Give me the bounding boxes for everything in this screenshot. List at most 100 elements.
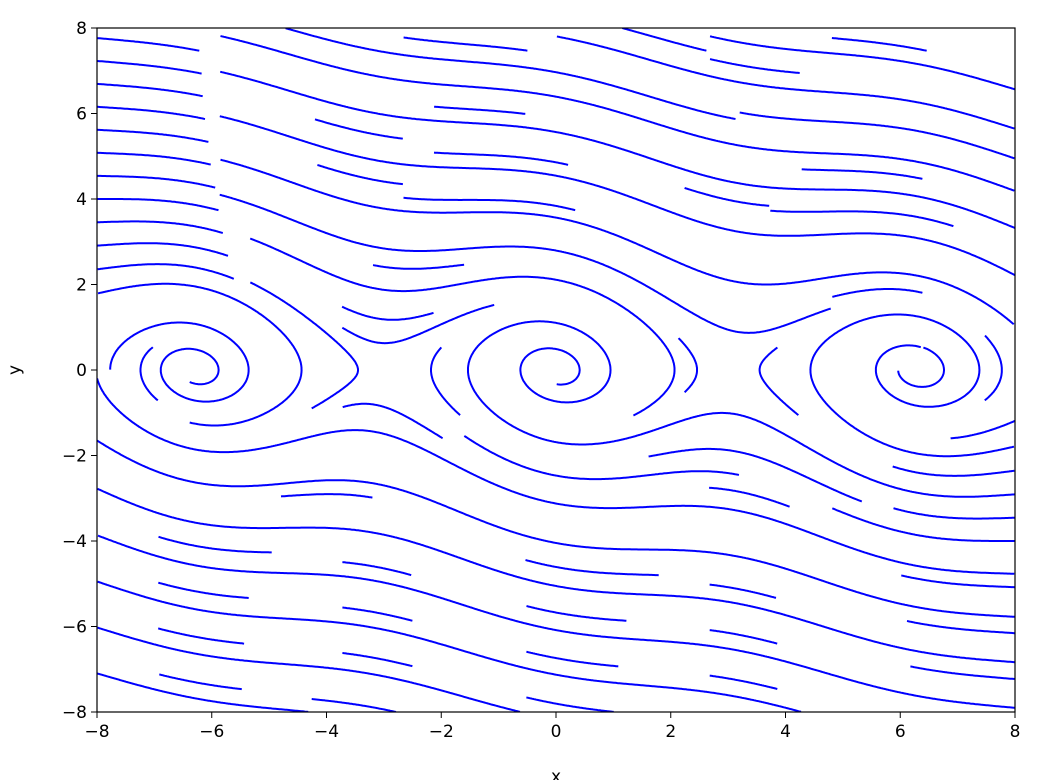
streamline bbox=[97, 242, 229, 257]
streamline bbox=[311, 698, 397, 712]
streamline bbox=[433, 151, 569, 166]
streamline bbox=[622, 28, 707, 52]
streamline bbox=[831, 37, 927, 52]
y-tick-label: 0 bbox=[76, 361, 87, 381]
streamline bbox=[709, 583, 777, 599]
streamline bbox=[317, 164, 404, 186]
streamline bbox=[97, 439, 1015, 618]
streamline bbox=[97, 82, 203, 98]
streamline bbox=[97, 580, 802, 712]
streamline bbox=[219, 193, 832, 334]
x-tick-label: −4 bbox=[314, 722, 339, 742]
streamline bbox=[901, 574, 1015, 589]
streamline bbox=[709, 486, 790, 508]
streamline bbox=[897, 346, 945, 388]
streamline bbox=[97, 60, 202, 75]
streamline bbox=[219, 115, 1015, 276]
streamline bbox=[220, 158, 1015, 326]
streamline bbox=[526, 605, 627, 622]
y-axis-label: y bbox=[5, 365, 25, 375]
x-tick-label: 0 bbox=[551, 722, 562, 742]
streamline bbox=[709, 58, 800, 74]
streamline bbox=[158, 535, 272, 554]
streamline bbox=[285, 28, 736, 120]
streamline bbox=[97, 282, 303, 427]
x-tick-label: 8 bbox=[1010, 722, 1021, 742]
streamline bbox=[434, 105, 526, 115]
streamline bbox=[709, 629, 778, 645]
streamline bbox=[372, 263, 465, 270]
y-tick-label: −8 bbox=[62, 703, 87, 723]
streamline bbox=[906, 620, 1015, 635]
streamline bbox=[220, 35, 1015, 192]
x-axis: −8 −6 −4 −2 0 2 4 6 8 bbox=[84, 712, 1020, 742]
streamline bbox=[950, 419, 1015, 440]
streamline bbox=[758, 346, 799, 416]
streamline bbox=[430, 346, 461, 416]
plot-frame bbox=[96, 27, 1016, 713]
y-tick-label: 8 bbox=[76, 19, 87, 39]
streamline bbox=[770, 209, 954, 228]
streamline bbox=[341, 304, 495, 345]
streamline bbox=[709, 674, 778, 690]
x-tick-label: 2 bbox=[665, 722, 676, 742]
streamline bbox=[97, 37, 200, 52]
y-tick-label: −6 bbox=[62, 618, 87, 638]
streamline bbox=[709, 35, 1015, 91]
streamline bbox=[220, 70, 1015, 229]
streamline bbox=[526, 696, 614, 712]
streamline bbox=[342, 652, 413, 668]
streamline bbox=[97, 378, 1015, 575]
streamline bbox=[910, 665, 1015, 680]
x-tick-label: −8 bbox=[84, 722, 109, 742]
y-tick-label: 6 bbox=[76, 105, 87, 125]
streamline bbox=[684, 186, 770, 207]
streamline bbox=[832, 288, 923, 298]
streamlines bbox=[97, 28, 1015, 712]
y-tick-label: 4 bbox=[76, 190, 87, 210]
streamline bbox=[984, 334, 1003, 402]
streamline bbox=[157, 627, 245, 645]
streamline bbox=[467, 320, 1015, 498]
streamline bbox=[159, 673, 242, 691]
streamline bbox=[280, 493, 373, 499]
streamline bbox=[97, 626, 521, 712]
streamline bbox=[139, 346, 159, 402]
streamline bbox=[556, 35, 1015, 130]
streamline bbox=[249, 281, 359, 410]
streamline bbox=[249, 237, 676, 417]
streamline bbox=[677, 337, 698, 393]
streamline bbox=[739, 111, 1015, 160]
streamline bbox=[97, 128, 209, 143]
streamline bbox=[97, 174, 216, 189]
streamline bbox=[97, 672, 309, 712]
x-tick-label: 4 bbox=[780, 722, 791, 742]
streamline bbox=[97, 151, 211, 166]
x-axis-label: x bbox=[551, 767, 561, 780]
streamline bbox=[109, 321, 250, 403]
streamline bbox=[526, 650, 619, 668]
streamline bbox=[97, 198, 219, 212]
y-tick-label: 2 bbox=[76, 276, 87, 296]
x-tick-label: 6 bbox=[895, 722, 906, 742]
streamline bbox=[97, 105, 206, 120]
streamline bbox=[809, 313, 1015, 458]
streamline bbox=[97, 487, 1015, 664]
streamline bbox=[342, 561, 412, 577]
streamline bbox=[342, 402, 444, 440]
streamline bbox=[342, 606, 413, 622]
streamline bbox=[801, 168, 923, 180]
streamline bbox=[314, 118, 403, 140]
streamline bbox=[158, 581, 249, 599]
x-tick-label: −6 bbox=[199, 722, 224, 742]
y-axis: −8 −6 −4 −2 0 2 4 6 8 bbox=[62, 19, 97, 723]
streamline bbox=[97, 534, 1015, 709]
y-tick-label: −2 bbox=[62, 447, 87, 467]
streamline bbox=[892, 465, 1015, 477]
streamline bbox=[341, 305, 434, 321]
streamline bbox=[893, 507, 1015, 520]
streamline bbox=[97, 263, 235, 280]
streamline bbox=[648, 447, 863, 503]
y-tick-label: −4 bbox=[62, 532, 87, 552]
